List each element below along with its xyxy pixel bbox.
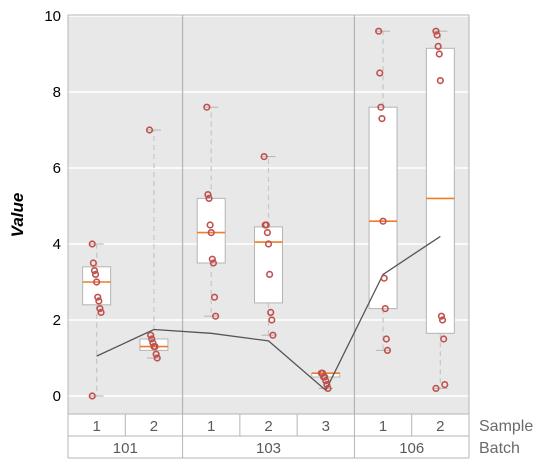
y-tick-label: 4 — [53, 236, 61, 253]
data-point — [267, 308, 275, 317]
box — [425, 47, 455, 334]
y-axis-label: Value — [8, 193, 27, 238]
data-point — [380, 274, 388, 282]
batch-dividers — [181, 15, 356, 414]
sample-label: 1 — [92, 418, 100, 435]
data-point — [88, 240, 96, 248]
batch-label: 103 — [256, 440, 281, 457]
data-point — [151, 343, 159, 351]
box — [254, 226, 283, 304]
data-point — [208, 255, 216, 263]
data-point — [432, 27, 440, 35]
batch-label: 106 — [399, 440, 424, 457]
box — [196, 197, 226, 264]
data-point — [96, 305, 104, 313]
data-point — [433, 31, 441, 39]
data-point — [89, 259, 97, 267]
sample-label: 2 — [150, 418, 158, 435]
data-point — [266, 270, 274, 279]
data-point — [147, 331, 155, 339]
data-point — [321, 373, 329, 381]
y-axis-ticks: 0 2 4 6 8 10 — [44, 8, 61, 405]
data-point — [260, 153, 268, 161]
data-point — [376, 69, 384, 77]
data-point — [95, 297, 103, 305]
y-tick-label: 8 — [53, 84, 61, 101]
data-point — [375, 27, 383, 35]
data-point — [204, 191, 212, 199]
data-point — [323, 381, 331, 389]
data-point — [437, 312, 446, 320]
data-point — [209, 259, 218, 267]
data-point — [207, 229, 215, 237]
data-point — [93, 278, 101, 286]
mean-line — [96, 235, 441, 392]
data-point — [97, 308, 105, 317]
sample-label: 3 — [322, 418, 330, 435]
data-point — [90, 267, 99, 275]
data-point — [263, 229, 272, 237]
data-point — [434, 42, 442, 51]
data-point — [152, 350, 160, 358]
data-point — [378, 114, 386, 123]
data-point — [153, 354, 161, 362]
data-point — [436, 76, 444, 85]
sample-label: 2 — [264, 418, 272, 435]
data-point — [205, 194, 213, 202]
y-tick-label: 0 — [53, 388, 61, 405]
y-tick-label: 10 — [44, 8, 61, 25]
data-point — [206, 221, 214, 229]
data-point — [324, 384, 332, 393]
data-point — [148, 335, 156, 343]
data-point — [379, 217, 387, 225]
data-point — [377, 103, 385, 111]
data-point — [269, 331, 277, 339]
data-point — [381, 305, 389, 313]
box — [368, 106, 398, 310]
data-point — [262, 221, 270, 229]
data-point — [88, 392, 96, 400]
sample-label: 1 — [379, 418, 387, 435]
data-point — [212, 312, 220, 320]
data-point — [440, 335, 448, 343]
data-point — [438, 316, 447, 324]
mean-polyline — [96, 235, 441, 392]
data-point — [432, 384, 440, 393]
y-tick-label: 6 — [53, 160, 61, 177]
data-point — [94, 293, 102, 301]
category-table: 1 2 101 1 2 3 103 1 2 106 — [67, 14, 470, 459]
sample-label: 1 — [207, 418, 215, 435]
y-tick-label: 2 — [53, 312, 61, 329]
data-point — [203, 103, 211, 111]
batch-row-label: Batch — [479, 440, 520, 457]
sample-row-label: Sample — [479, 418, 533, 435]
batch-label: 101 — [113, 440, 138, 457]
data-point — [382, 335, 390, 343]
data-point — [264, 240, 273, 248]
data-points — [88, 27, 449, 400]
data-point — [91, 270, 100, 279]
data-point — [322, 377, 330, 385]
data-point — [210, 293, 219, 301]
data-point — [435, 50, 443, 58]
sample-label: 2 — [436, 418, 444, 435]
data-point — [145, 126, 154, 134]
data-point — [268, 316, 276, 324]
data-point — [441, 381, 449, 389]
data-point — [383, 346, 392, 355]
